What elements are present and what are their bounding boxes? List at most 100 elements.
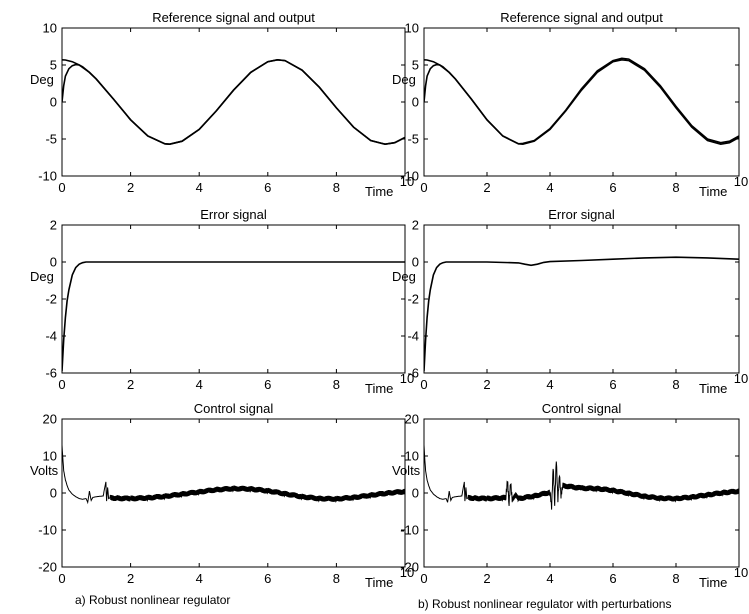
ylabel-b-ctl: Volts xyxy=(392,463,421,478)
title-b-err: Error signal xyxy=(548,207,615,222)
xtick-label-b-ctl-5: 10 xyxy=(734,565,748,580)
xlabel-a-err: Time xyxy=(365,381,393,396)
ytick-label-a-ref-4: -10 xyxy=(38,169,57,184)
plot-frame-a-ctl xyxy=(61,418,406,568)
panel-a-err: Error signal 0 2 4 6 8 10 2 0 -2 -4 -6 Deg Time xyxy=(30,207,414,396)
ytick-label-a-err-2: -2 xyxy=(45,292,57,307)
plot-frame-b-ref xyxy=(423,27,740,177)
panels: Reference signal and output 0 2 4 6 8 10 10 5 0 -5… xyxy=(30,10,748,590)
panel-b-err: Error signal 0 2 4 6 8 10 2 0 -2 -4 -6 Deg Time xyxy=(392,207,748,396)
ytick-label-a-ref-2: 0 xyxy=(50,95,57,110)
title-a-err: Error signal xyxy=(200,207,267,222)
series-b-ref-1 xyxy=(424,57,739,145)
plot-frame-b-err xyxy=(423,224,740,374)
ytick-label-b-err-2: -2 xyxy=(407,292,419,307)
xtick-label-b-ctl-4: 8 xyxy=(672,571,679,586)
xtick-label-a-ref-0: 0 xyxy=(58,180,65,195)
ylabel-b-ref: Deg xyxy=(392,72,416,87)
xtick-label-b-ref-4: 8 xyxy=(672,180,679,195)
xtick-label-a-ctl-3: 6 xyxy=(264,571,271,586)
xtick-label-b-err-2: 4 xyxy=(546,377,553,392)
xlabel-a-ref: Time xyxy=(365,184,393,199)
series-b-ref-0 xyxy=(424,58,739,146)
xtick-label-a-ref-4: 8 xyxy=(333,180,340,195)
ytick-label-b-err-0: 2 xyxy=(412,218,419,233)
title-b-ctl: Control signal xyxy=(542,401,622,416)
xtick-label-b-ref-0: 0 xyxy=(420,180,427,195)
xlabel-a-ctl: Time xyxy=(365,575,393,590)
xtick-label-a-err-1: 2 xyxy=(127,377,134,392)
ytick-label-a-ctl-0: 20 xyxy=(43,412,57,427)
ytick-label-a-ref-1: 5 xyxy=(50,58,57,73)
ytick-label-b-ref-4: -10 xyxy=(400,169,419,184)
xtick-label-a-ctl-5: 10 xyxy=(400,565,414,580)
xlabel-b-ref: Time xyxy=(699,184,727,199)
xtick-label-a-err-4: 8 xyxy=(333,377,340,392)
ytick-label-a-ref-0: 10 xyxy=(43,21,57,36)
ytick-label-b-err-1: 0 xyxy=(412,255,419,270)
xtick-label-b-ref-1: 2 xyxy=(483,180,490,195)
xtick-label-a-err-0: 0 xyxy=(58,377,65,392)
series-a-ref-0 xyxy=(62,58,405,146)
ytick-label-b-ctl-4: -20 xyxy=(400,560,419,575)
ytick-label-a-err-0: 2 xyxy=(50,218,57,233)
ytick-label-a-ctl-2: 0 xyxy=(50,486,57,501)
xtick-label-a-ref-3: 6 xyxy=(264,180,271,195)
xtick-label-a-ctl-1: 2 xyxy=(127,571,134,586)
ylabel-b-err: Deg xyxy=(392,269,416,284)
xtick-label-a-ref-1: 2 xyxy=(127,180,134,195)
xtick-label-a-err-3: 6 xyxy=(264,377,271,392)
ytick-label-a-err-1: 0 xyxy=(50,255,57,270)
xtick-label-b-ref-3: 6 xyxy=(609,180,616,195)
caption-right: b) Robust nonlinear regulator with pertu… xyxy=(418,597,671,611)
xtick-label-a-err-5: 10 xyxy=(400,371,414,386)
xtick-label-b-err-1: 2 xyxy=(483,377,490,392)
panel-a-ref: Reference signal and output 0 2 4 6 8 10 10 5 0 -5… xyxy=(30,10,414,199)
caption-left: a) Robust nonlinear regulator xyxy=(75,593,230,607)
ytick-label-b-ref-3: -5 xyxy=(407,132,419,147)
xtick-label-a-ctl-4: 8 xyxy=(333,571,340,586)
xtick-label-b-err-5: 10 xyxy=(734,371,748,386)
ytick-label-b-ctl-1: 10 xyxy=(405,449,419,464)
xtick-label-a-err-2: 4 xyxy=(196,377,203,392)
xtick-label-a-ctl-0: 0 xyxy=(58,571,65,586)
xlabel-b-ctl: Time xyxy=(699,575,727,590)
series-a-ref-1 xyxy=(62,58,405,146)
xtick-label-b-ctl-2: 4 xyxy=(546,571,553,586)
panel-b-ctl: Control signal 0 2 4 6 8 10 20 10 0 -10 -20 Volts Tim… xyxy=(392,401,748,590)
series-b-ctl-0 xyxy=(424,444,739,510)
ytick-label-a-err-3: -4 xyxy=(45,329,57,344)
series-a-ctl-0 xyxy=(62,444,405,505)
ytick-label-b-ref-2: 0 xyxy=(412,95,419,110)
xtick-label-a-ref-2: 4 xyxy=(196,180,203,195)
ytick-label-b-ctl-0: 20 xyxy=(405,412,419,427)
xtick-label-a-ctl-2: 4 xyxy=(196,571,203,586)
ytick-label-a-err-4: -6 xyxy=(45,366,57,381)
ytick-label-a-ctl-1: 10 xyxy=(43,449,57,464)
title-b-ref: Reference signal and output xyxy=(500,10,663,25)
xtick-label-b-ctl-0: 0 xyxy=(420,571,427,586)
xtick-label-b-ctl-3: 6 xyxy=(609,571,616,586)
ylabel-a-ref: Deg xyxy=(30,72,54,87)
panel-a-ctl: Control signal 0 2 4 6 8 10 20 10 0 -10 -20 Volts Tim… xyxy=(30,401,414,590)
ytick-label-a-ctl-4: -20 xyxy=(38,560,57,575)
xtick-label-b-ctl-1: 2 xyxy=(483,571,490,586)
xlabel-b-err: Time xyxy=(699,381,727,396)
plot-frame-b-ctl xyxy=(423,418,740,568)
xtick-label-b-err-3: 6 xyxy=(609,377,616,392)
title-a-ctl: Control signal xyxy=(194,401,274,416)
ylabel-a-err: Deg xyxy=(30,269,54,284)
title-a-ref: Reference signal and output xyxy=(152,10,315,25)
xtick-label-b-err-0: 0 xyxy=(420,377,427,392)
ytick-label-b-err-4: -6 xyxy=(407,366,419,381)
xtick-label-a-ref-5: 10 xyxy=(400,174,414,189)
series-b-err-0 xyxy=(424,256,739,372)
xtick-label-b-ref-5: 10 xyxy=(734,174,748,189)
plot-frame-a-err xyxy=(61,224,406,374)
xtick-label-b-err-4: 8 xyxy=(672,377,679,392)
panel-b-ref: Reference signal and output 0 2 4 6 8 10 10 5 0 -5… xyxy=(392,10,748,199)
ytick-label-b-ctl-2: 0 xyxy=(412,486,419,501)
ytick-label-b-err-3: -4 xyxy=(407,329,419,344)
ytick-label-a-ref-3: -5 xyxy=(45,132,57,147)
